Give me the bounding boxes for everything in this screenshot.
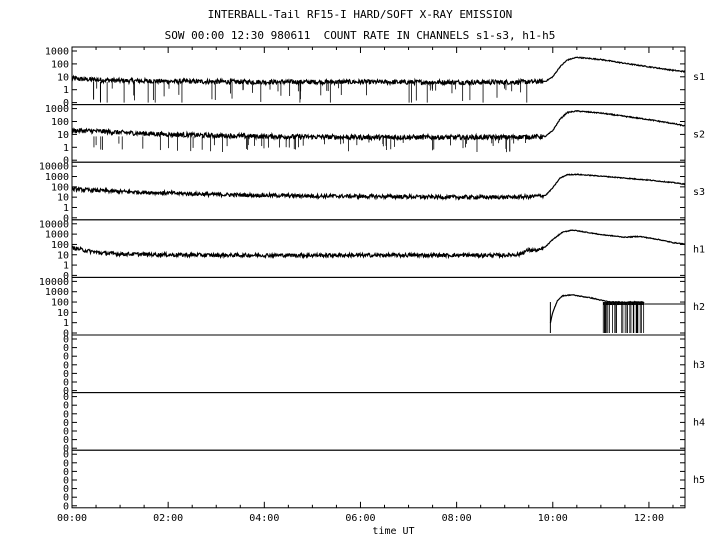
y-tick-label-s3: 100 [51,182,69,193]
y-tick-label-h2: 100 [51,298,69,309]
x-tick-label: 12:00 [634,513,664,524]
series-line-s3 [71,173,686,201]
panel-label-h5: h5 [693,475,705,486]
y-tick-label-h3: 0 [63,335,69,346]
series-line-h2 [549,293,645,324]
y-tick-label-s2: 0 [63,156,69,167]
x-axis-label: time UT [372,526,414,537]
series-line-s2 [71,109,685,142]
y-tick-label-h5: 0 [63,450,69,461]
y-tick-label-s3: 1 [63,203,69,214]
y-tick-label-h1: 10 [57,250,69,261]
y-tick-label-s1: 0 [63,98,69,109]
y-tick-label-h5: 0 [63,501,69,512]
y-tick-label-h5: 0 [63,467,69,478]
x-tick-label: 00:00 [57,513,87,524]
panel-label-h4: h4 [693,417,705,428]
chart-subtitle: SOW 00:00 12:30 980611 COUNT RATE IN CHA… [164,29,556,42]
y-tick-label-s3: 0 [63,213,69,224]
y-tick-label-s2: 100 [51,117,69,128]
panel-frame-h1 [71,219,686,278]
y-tick-label-s2: 1 [63,143,69,154]
y-tick-label-h4: 0 [63,427,69,438]
series-line-h1 [71,229,686,260]
panel-label-s3: s3 [693,187,705,198]
x-tick-label: 06:00 [345,513,375,524]
x-tick-label: 04:00 [249,513,279,524]
y-tick-label-h2: 1 [63,318,69,329]
panel-label-h1: h1 [693,245,705,256]
y-tick-label-h2: 0 [63,329,69,340]
y-tick-label-h4: 0 [63,401,69,412]
y-tick-label-h3: 0 [63,378,69,389]
y-tick-label-h1: 10000 [39,219,69,230]
panel-label-s2: s2 [693,129,705,140]
series-line-s1 [71,56,686,87]
y-tick-label-h3: 0 [63,386,69,397]
y-tick-label-s1: 1000 [45,47,69,58]
y-tick-label-h4: 0 [63,444,69,455]
y-tick-label-s2: 10 [57,130,69,141]
y-tick-label-s3: 10000 [39,162,69,173]
y-tick-label-h5: 0 [63,458,69,469]
y-tick-label-s1: 1 [63,85,69,96]
panel-frame-h5 [71,449,686,509]
y-tick-label-h3: 0 [63,360,69,371]
panel-frame-h4 [71,392,686,451]
y-tick-label-h4: 0 [63,392,69,403]
y-tick-label-h5: 0 [63,493,69,504]
y-tick-label-h3: 0 [63,352,69,363]
y-tick-label-h2: 1000 [45,287,69,298]
y-tick-label-h3: 0 [63,343,69,354]
panel-label-h3: h3 [693,360,705,371]
y-tick-label-h5: 0 [63,476,69,487]
y-tick-label-h1: 1 [63,261,69,272]
x-tick-label: 10:00 [538,513,568,524]
y-tick-label-h4: 0 [63,418,69,429]
y-tick-label-h1: 0 [63,271,69,282]
panel-label-s1: s1 [693,72,705,83]
y-tick-label-h2: 10000 [39,277,69,288]
panel-label-h2: h2 [693,302,705,313]
chart-title: INTERBALL-Tail RF15-I HARD/SOFT X-RAY EM… [207,8,513,21]
y-tick-label-h5: 0 [63,484,69,495]
y-tick-label-s1: 100 [51,59,69,70]
x-tick-label: 08:00 [442,513,472,524]
y-tick-label-s2: 1000 [45,104,69,115]
y-tick-label-h1: 100 [51,240,69,251]
y-tick-label-h4: 0 [63,435,69,446]
x-tick-label: 02:00 [153,513,183,524]
y-tick-label-h1: 1000 [45,230,69,241]
y-tick-label-h2: 10 [57,308,69,319]
y-tick-label-s1: 10 [57,72,69,83]
y-tick-label-h3: 0 [63,369,69,380]
panel-frame-h2 [71,276,686,336]
panel-frame-h3 [71,334,686,394]
y-tick-label-s3: 1000 [45,172,69,183]
y-tick-label-s3: 10 [57,193,69,204]
y-tick-label-h4: 0 [63,409,69,420]
